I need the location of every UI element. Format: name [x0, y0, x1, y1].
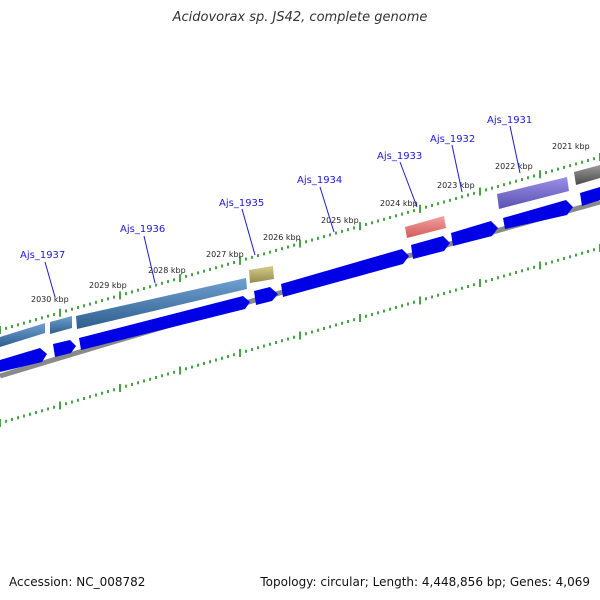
leader-line	[319, 186, 335, 233]
gene-leaders	[44, 125, 521, 298]
leader-line	[399, 161, 418, 208]
leader-line	[451, 144, 463, 193]
gene-label-ajs-1937[interactable]: Ajs_1937	[20, 250, 65, 261]
genome-title: Acidovorax sp. JS42, complete genome	[172, 10, 428, 25]
kbp-label: 2029 kbp	[89, 281, 127, 290]
cds-arrow-6	[411, 236, 450, 259]
feature-track	[0, 165, 600, 347]
gene-label-ajs-1931[interactable]: Ajs_1931	[487, 115, 532, 126]
leader-line	[44, 261, 56, 298]
leader-line	[241, 208, 256, 256]
kbp-label: 2026 kbp	[263, 233, 301, 242]
gene-label-ajs-1934[interactable]: Ajs_1934	[297, 175, 342, 186]
cds-arrow-2	[53, 340, 76, 357]
cds-arrow-8	[503, 200, 573, 229]
kbp-labels: 2030 kbp 2029 kbp 2028 kbp 2027 kbp 2026…	[31, 142, 590, 304]
feature-bar-ajs-1931	[497, 177, 569, 209]
cds-arrow-9	[580, 187, 600, 206]
cds-arrow-1	[0, 348, 47, 372]
genome-summary-text: Topology: circular; Length: 4,448,856 bp…	[260, 575, 590, 589]
gene-label-ajs-1935[interactable]: Ajs_1935	[219, 198, 264, 209]
gene-label-ajs-1936[interactable]: Ajs_1936	[120, 224, 165, 235]
feature-bar-ajs-1936	[76, 278, 247, 329]
feature-bar-ajs-1935	[249, 266, 274, 283]
feature-bar-ajs-1933	[405, 216, 446, 238]
leader-line	[509, 125, 521, 174]
inner-tick-ruler	[0, 244, 600, 427]
kbp-label: 2025 kbp	[321, 216, 359, 225]
kbp-label: 2022 kbp	[495, 162, 533, 171]
kbp-label: 2021 kbp	[552, 142, 590, 151]
accession-text: Accession: NC_008782	[9, 575, 146, 589]
kbp-label: 2027 kbp	[206, 250, 244, 259]
gene-label-ajs-1932[interactable]: Ajs_1932	[430, 134, 475, 145]
cds-arrow-4	[254, 287, 278, 305]
gene-labels: Ajs_1937 Ajs_1936 Ajs_1935 Ajs_1934 Ajs_…	[20, 115, 532, 261]
gene-label-ajs-1933[interactable]: Ajs_1933	[377, 151, 422, 162]
kbp-label: 2030 kbp	[31, 295, 69, 304]
feature-bar-ajs-1937	[0, 323, 45, 347]
feature-bar-ajs-1930	[574, 165, 600, 185]
kbp-label: 2028 kbp	[148, 266, 186, 275]
cds-arrow-7	[451, 221, 498, 246]
cds-arrow-5	[281, 249, 409, 297]
kbp-label: 2023 kbp	[437, 181, 475, 190]
outer-tick-ruler	[0, 153, 600, 334]
cds-track	[0, 187, 600, 372]
kbp-label: 2024 kbp	[380, 199, 418, 208]
cds-arrow-3	[79, 296, 250, 350]
leader-line	[143, 235, 156, 284]
feature-bar-ajs-1937b	[50, 316, 72, 334]
